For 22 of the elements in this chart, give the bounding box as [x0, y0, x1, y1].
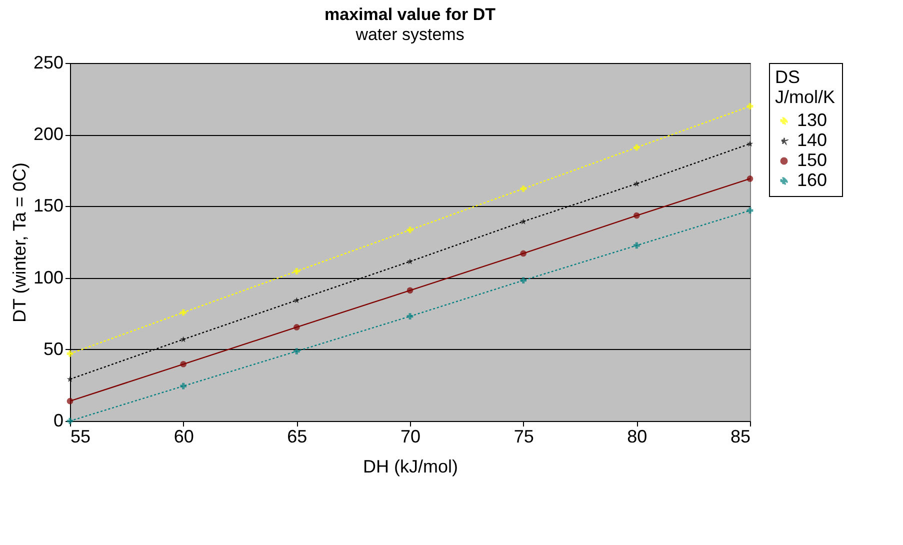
y-tick-label: 0: [53, 410, 64, 430]
legend-label: 140: [797, 130, 828, 150]
y-tick-label: 50: [43, 338, 64, 359]
y-axis-title: DT (winter, Ta = 0C): [9, 162, 30, 322]
chart-subtitle: water systems: [354, 25, 464, 44]
x-tick-label: 75: [514, 426, 534, 446]
x-tick-label: 85: [730, 426, 750, 446]
legend-label: 150: [797, 150, 828, 170]
y-tick-label: 250: [33, 52, 64, 72]
x-tick-label: 65: [287, 426, 308, 446]
x-tick-label: 70: [400, 426, 421, 446]
y-tick-label: 200: [33, 124, 64, 144]
legend-label: 130: [797, 110, 828, 130]
chart-title: maximal value for DT: [324, 5, 496, 24]
legend-label: 160: [797, 170, 828, 190]
x-tick-label: 55: [70, 426, 91, 446]
x-tick-label: 80: [627, 426, 648, 446]
x-tick-label: 60: [174, 426, 194, 446]
x-axis-title: DH (kJ/mol): [363, 456, 458, 476]
legend-title: DS J/mol/K: [775, 67, 836, 107]
y-tick-label: 100: [33, 267, 64, 288]
y-tick-label: 150: [33, 196, 64, 216]
